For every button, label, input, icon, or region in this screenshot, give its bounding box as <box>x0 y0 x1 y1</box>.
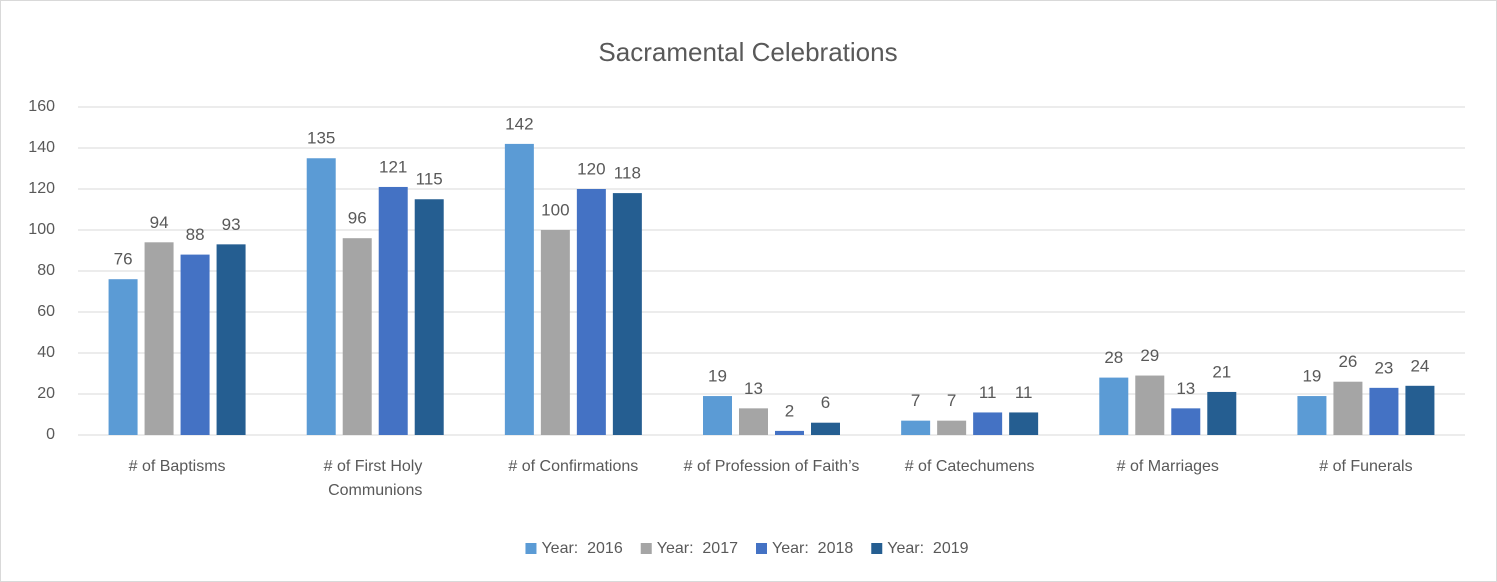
data-label: 100 <box>541 200 569 219</box>
data-label: 13 <box>1176 379 1195 398</box>
x-tick-label: # of First Holy Communions <box>324 458 427 499</box>
bar <box>1135 375 1165 435</box>
y-tick-label: 80 <box>37 262 55 279</box>
bar <box>1009 412 1039 435</box>
data-label: 13 <box>744 379 763 398</box>
x-tick-label: # of Marriages <box>1117 458 1219 475</box>
y-tick-label: 0 <box>46 426 55 443</box>
x-tick-label: # of Profession of Faith’s <box>684 458 860 475</box>
data-label: 120 <box>577 159 605 178</box>
y-tick-label: 60 <box>37 303 55 320</box>
y-tick-label: 100 <box>28 221 55 238</box>
bar <box>775 430 804 435</box>
bar <box>1207 391 1237 435</box>
data-label: 115 <box>416 170 443 189</box>
bar <box>612 193 642 435</box>
data-label: 2 <box>785 401 794 420</box>
x-tick-label: # of Funerals <box>1319 458 1412 475</box>
data-label: 76 <box>114 250 133 269</box>
bar <box>378 186 408 435</box>
bar <box>180 254 210 435</box>
y-tick-label: 20 <box>37 385 55 402</box>
data-label: 24 <box>1410 356 1429 375</box>
legend-label: Year: 2019 <box>887 540 968 557</box>
x-tick-label: # of Catechumens <box>905 458 1035 475</box>
data-label: 11 <box>979 383 997 402</box>
bar <box>342 238 372 435</box>
bar <box>739 408 768 435</box>
data-label: 142 <box>505 114 533 133</box>
bar <box>1171 408 1201 435</box>
bar <box>144 242 174 435</box>
data-label: 121 <box>379 157 407 176</box>
data-label: 7 <box>947 391 956 410</box>
data-label: 96 <box>348 209 367 228</box>
data-label: 26 <box>1338 352 1357 371</box>
bar <box>1405 385 1435 435</box>
bar <box>414 199 444 435</box>
data-label: 28 <box>1104 348 1123 367</box>
bar <box>811 422 840 435</box>
data-label: 93 <box>222 215 241 234</box>
bar <box>1369 387 1399 435</box>
bar <box>1333 381 1363 435</box>
bar <box>576 189 606 435</box>
legend-label: Year: 2016 <box>541 540 622 557</box>
y-tick-label: 160 <box>28 98 55 115</box>
legend-swatch <box>756 543 767 554</box>
bar <box>901 420 931 435</box>
x-tick-label: # of Confirmations <box>508 458 638 475</box>
legend-swatch <box>525 543 537 554</box>
data-label: 19 <box>1302 367 1321 386</box>
y-tick-label: 120 <box>28 180 55 197</box>
data-label: 7 <box>911 391 920 410</box>
data-label: 23 <box>1374 358 1393 377</box>
x-tick-label: # of Baptisms <box>129 458 226 475</box>
legend-swatch <box>640 543 652 554</box>
data-label: 21 <box>1212 362 1231 381</box>
chart-title: Sacramental Celebrations <box>598 37 897 67</box>
data-label: 94 <box>150 213 169 232</box>
bar <box>216 244 246 435</box>
y-tick-label: 40 <box>37 344 55 361</box>
bar <box>1297 396 1327 435</box>
bar <box>504 143 534 435</box>
data-label: 135 <box>307 129 335 148</box>
data-label: 11 <box>1015 383 1033 402</box>
bar <box>973 412 1003 435</box>
bar <box>1099 377 1129 435</box>
legend-label: Year: 2017 <box>657 540 738 557</box>
bar <box>937 420 967 435</box>
legend-swatch <box>871 543 883 554</box>
data-label: 29 <box>1140 346 1159 365</box>
bar <box>540 230 570 435</box>
bar <box>703 396 732 435</box>
data-label: 118 <box>614 164 641 183</box>
bar <box>108 279 138 435</box>
bar <box>306 158 336 435</box>
legend-label: Year: 2018 <box>772 540 853 557</box>
data-label: 6 <box>821 393 830 412</box>
data-label: 88 <box>186 225 205 244</box>
data-label: 19 <box>708 367 727 386</box>
y-tick-label: 140 <box>28 139 55 156</box>
